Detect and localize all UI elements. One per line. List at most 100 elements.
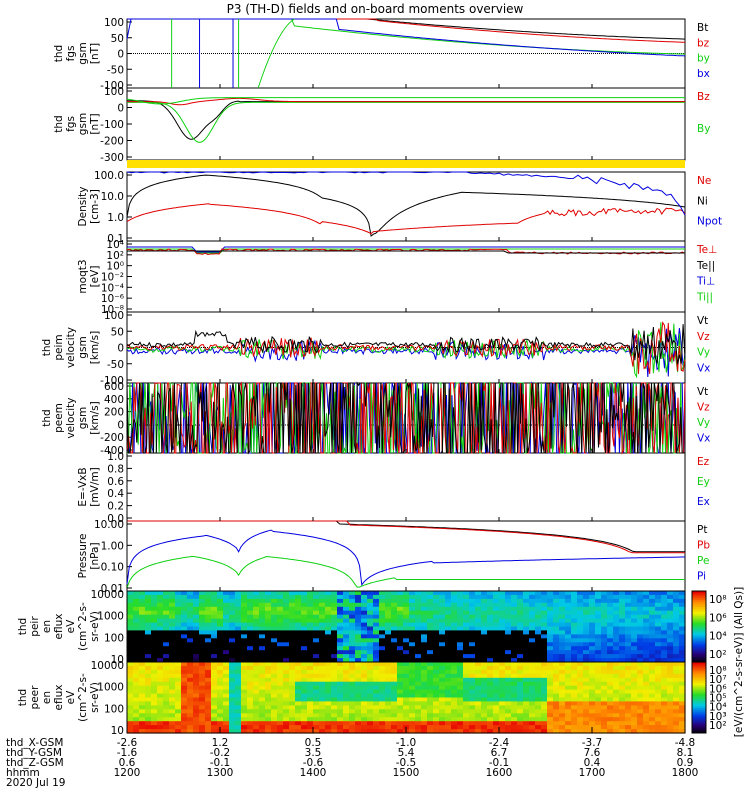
spectrogram-cell: [319, 598, 326, 604]
spectrogram-cell: [283, 610, 290, 616]
spectrogram-cell: [553, 713, 560, 718]
spectrogram-cell: [391, 709, 398, 714]
spectrogram-cell: [451, 606, 458, 612]
spectrogram-cell: [661, 729, 668, 734]
spectrogram-cell: [187, 662, 194, 667]
spectrogram-cell: [349, 638, 356, 643]
legend-ti: Ti⊥: [696, 276, 715, 288]
spectrogram-cell: [301, 717, 308, 722]
spectrogram-cell: [487, 638, 494, 643]
spectrogram-cell: [277, 701, 284, 706]
spectrogram-cell: [475, 697, 482, 702]
spectrogram-cell: [391, 665, 398, 671]
spectrogram-cell: [349, 591, 356, 596]
spectrogram-cell: [469, 669, 476, 675]
spectrogram-cell: [277, 673, 284, 679]
spectrogram-cell: [403, 630, 410, 635]
spectrogram-cell: [283, 602, 290, 608]
spectrogram-cell: [433, 685, 440, 691]
colorbar-cell: [692, 647, 706, 651]
spectrogram-cell: [595, 606, 602, 612]
spectrogram-cell: [469, 665, 476, 671]
spectrogram-cell: [637, 614, 644, 620]
spectrogram-cell: [361, 662, 368, 667]
spectrogram-cell: [439, 677, 446, 683]
spectrogram-cell: [409, 721, 416, 726]
spectrogram-cell: [559, 693, 566, 699]
spectrogram-cell: [493, 689, 500, 695]
spectrogram-cell: [487, 662, 494, 667]
spectrogram-cell: [445, 654, 452, 659]
spectrogram-cell: [325, 705, 332, 710]
spectrogram-cell: [253, 677, 260, 683]
spectrogram-cell: [661, 717, 668, 722]
spectrogram-cell: [565, 591, 572, 596]
footer-row-label: thd_Z-GSM: [6, 757, 64, 769]
spectrogram-cell: [655, 626, 662, 631]
spectrogram-cell: [337, 618, 344, 624]
spectrogram-cell: [127, 634, 134, 639]
spectrogram-cell: [157, 665, 164, 671]
spectrogram-cell: [661, 591, 668, 596]
spectrogram-cell: [445, 717, 452, 722]
spectrogram-cell: [205, 669, 212, 675]
ytick-label: 0.8: [107, 463, 124, 475]
spectrogram-cell: [439, 693, 446, 699]
spectrogram-cell: [247, 614, 254, 620]
spectrogram-cell: [469, 591, 476, 596]
spectrogram-cell: [619, 654, 626, 659]
spectrogram-cell: [319, 705, 326, 710]
footer-value: 0.5: [305, 737, 322, 749]
spectrogram-cell: [643, 618, 650, 624]
spectrogram-cell: [571, 650, 578, 655]
spectrogram-cell: [223, 622, 230, 628]
spectrogram-cell: [595, 705, 602, 710]
spectrogram-cell: [427, 701, 434, 706]
spectrogram-cell: [163, 662, 170, 667]
spectrogram-cell: [619, 591, 626, 596]
footer-value: 5.4: [398, 747, 415, 759]
spectrogram-cell: [163, 689, 170, 695]
spectrogram-cell: [583, 630, 590, 635]
spectrogram-cell: [271, 658, 278, 663]
spectrogram-cell: [607, 618, 614, 624]
spectrogram-cell: [409, 673, 416, 679]
spectrogram-cell: [637, 709, 644, 714]
spectrogram-cell: [517, 697, 524, 702]
spectrogram-cell: [529, 642, 536, 647]
spectrogram-cell: [529, 650, 536, 655]
spectrogram-cell: [343, 693, 350, 699]
spectrogram-cell: [523, 709, 530, 714]
spectrogram-cell: [325, 721, 332, 726]
spectrogram-cell: [187, 591, 194, 596]
spectrogram-cell: [571, 610, 578, 616]
spectrogram-cell: [235, 681, 242, 687]
spectrogram-cell: [535, 646, 542, 651]
spectrogram-cell: [547, 606, 554, 612]
spectrogram-cell: [487, 598, 494, 604]
spectrogram-cell: [199, 705, 206, 710]
spectrogram-cell: [613, 614, 620, 620]
spectrogram-cell: [343, 701, 350, 706]
spectrogram-cell: [181, 650, 188, 655]
spectrogram-cell: [169, 677, 176, 683]
spectrogram-cell: [631, 693, 638, 699]
spectrogram-cell: [613, 591, 620, 596]
spectrogram-cell: [673, 681, 680, 687]
spectrogram-cell: [157, 610, 164, 616]
spectrogram-cell: [265, 591, 272, 596]
spectrogram-cell: [619, 606, 626, 612]
spectrogram-cell: [181, 673, 188, 679]
spectrogram-cell: [631, 705, 638, 710]
spectrogram-cell: [235, 642, 242, 647]
spectrogram-cell: [139, 729, 146, 734]
spectrogram-cell: [127, 650, 134, 655]
spectrogram-cell: [613, 610, 620, 616]
spectrogram-cell: [601, 598, 608, 604]
spectrogram-cell: [223, 654, 230, 659]
spectrogram-cell: [421, 713, 428, 718]
spectrogram-cell: [583, 614, 590, 620]
spectrogram-cell: [505, 721, 512, 726]
spectrogram-cell: [457, 614, 464, 620]
colorbar-cell: [692, 596, 706, 599]
